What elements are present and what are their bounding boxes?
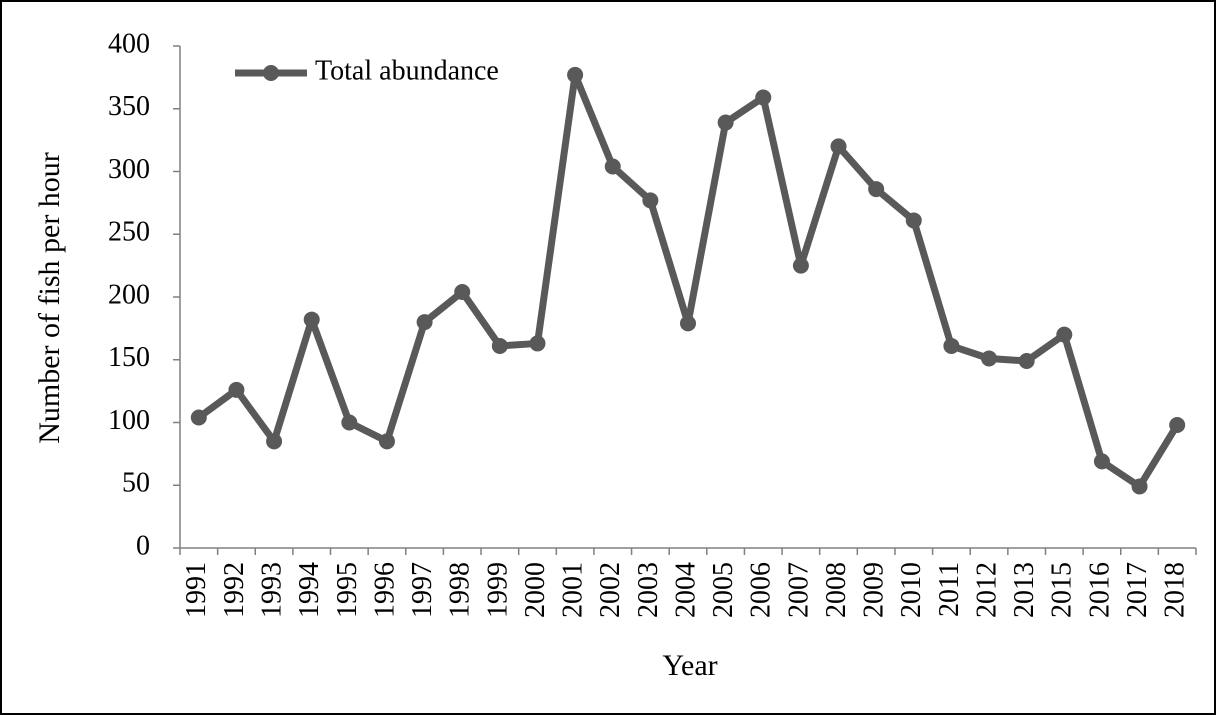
point [943, 337, 960, 354]
x-tick-label: 2005 [708, 562, 739, 618]
y-axis-title: Number of fish per hour [33, 152, 66, 444]
y-tick-label: 50 [122, 468, 150, 499]
y-tick-label: 250 [108, 217, 150, 248]
point [717, 114, 734, 131]
x-tick-label: 1992 [219, 562, 250, 618]
y-tick-label: 150 [108, 342, 150, 373]
point [1169, 417, 1186, 434]
point [416, 314, 433, 331]
point [491, 337, 508, 354]
x-tick-label: 1991 [181, 562, 212, 618]
x-tick-label: 2016 [1084, 562, 1115, 618]
x-tick-label: 2006 [746, 562, 777, 618]
x-tick-label: 1994 [294, 562, 325, 618]
point [755, 89, 772, 106]
point [228, 381, 245, 398]
x-tick-label: 2004 [670, 562, 701, 618]
x-tick-label: 2008 [821, 562, 852, 618]
x-tick-label: 1993 [256, 562, 287, 618]
point [266, 433, 283, 450]
y-tick-label: 200 [108, 279, 150, 310]
x-tick-label: 2013 [1009, 562, 1040, 618]
y-tick-label: 400 [108, 28, 150, 59]
x-tick-label: 2000 [520, 562, 551, 618]
point [341, 414, 358, 431]
legend-marker [263, 65, 279, 81]
x-tick-label: 2003 [633, 562, 664, 618]
point [830, 138, 847, 155]
point [303, 311, 320, 328]
x-tick-label: 2007 [783, 562, 814, 618]
point [905, 212, 922, 229]
point [792, 257, 809, 274]
y-tick-label: 300 [108, 154, 150, 185]
x-tick-label: 1997 [407, 562, 438, 618]
x-tick-label: 2001 [558, 562, 589, 618]
y-tick-label: 100 [108, 405, 150, 436]
point [529, 335, 546, 352]
point [1131, 478, 1148, 495]
point [567, 66, 584, 83]
point [1056, 326, 1073, 343]
point [604, 158, 621, 175]
x-tick-label: 2009 [859, 562, 890, 618]
point [1093, 453, 1110, 470]
x-tick-label: 2017 [1122, 562, 1153, 618]
x-tick-label: 2010 [896, 562, 927, 618]
x-tick-label: 2011 [934, 562, 965, 617]
x-tick-label: 2012 [971, 562, 1002, 618]
point [981, 350, 998, 367]
point [1018, 353, 1035, 370]
x-tick-label: 2015 [1047, 562, 1078, 618]
point [454, 283, 471, 300]
x-tick-label: 2018 [1160, 562, 1191, 618]
x-tick-label: 1996 [369, 562, 400, 618]
x-tick-label: 1995 [332, 562, 363, 618]
x-tick-label: 1998 [445, 562, 476, 618]
y-tick-label: 0 [136, 530, 150, 561]
point [378, 433, 395, 450]
legend-label: Total abundance [315, 55, 499, 86]
x-tick-label: 2002 [595, 562, 626, 618]
y-tick-label: 350 [108, 91, 150, 122]
point [190, 409, 207, 426]
x-axis-title: Year [662, 649, 717, 682]
point [642, 192, 659, 209]
point [868, 181, 885, 198]
x-tick-label: 1999 [482, 562, 513, 618]
point [680, 315, 696, 332]
